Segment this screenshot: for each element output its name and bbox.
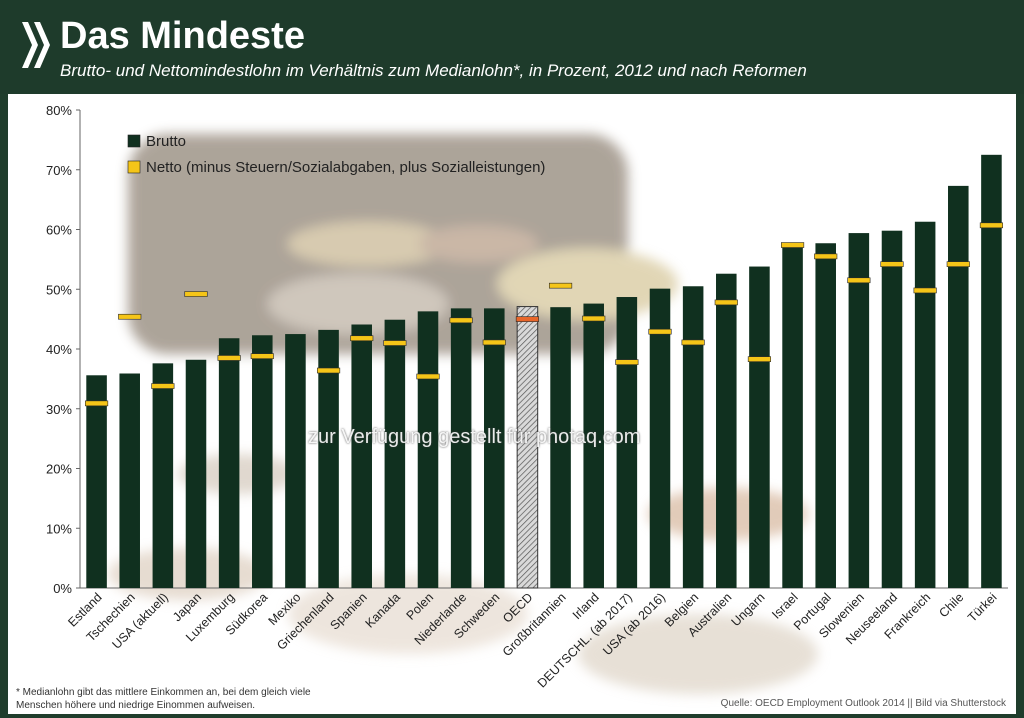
x-tick-label: Türkei [965,590,999,624]
netto-marker [416,373,440,380]
source-note: Quelle: OECD Employment Outlook 2014 || … [720,698,1006,709]
netto-marker [184,291,208,297]
brutto-bar [616,297,638,588]
netto-marker [681,339,705,346]
netto-marker [847,277,871,284]
brutto-bar [550,307,571,588]
y-tick-label: 60% [46,223,72,238]
netto-marker [350,335,374,342]
brutto-bar [86,375,107,588]
x-tick-label: Chile [936,590,966,620]
netto-marker [482,339,506,346]
brutto-bar [583,303,604,588]
legend-swatch-brutto [127,134,141,148]
netto-marker [118,313,142,320]
netto-marker [151,383,175,389]
netto-marker [615,359,639,365]
netto-marker [814,253,838,260]
netto-marker [515,316,540,322]
brutto-bar [152,363,174,588]
footnote: * Medianlohn gibt das mittlere Einkommen… [16,687,311,711]
netto-marker [84,400,109,407]
y-tick-label: 70% [46,163,72,178]
netto-marker [316,367,341,374]
chart-legend: Brutto Netto (minus Steuern/Sozialabgaben… [127,133,545,176]
brutto-bar [185,359,207,588]
brutto-bar [484,308,505,588]
legend-label-brutto: Brutto [146,133,186,150]
chart-panel: 0% 10% 20% 30% 40% 50% 60% 70% 80% Estland Tschec… [8,94,1016,714]
brutto-bar [682,286,704,588]
netto-marker [582,315,606,322]
brutto-bar [914,221,936,589]
x-tick-label: Spanien [327,590,369,632]
minimum-wage-bar-chart: 0%10%20%30%40%50%60%70%80% EstlandTschec… [46,103,1008,691]
brutto-bar [450,308,472,588]
brutto-bar [218,338,240,588]
legend-swatch-netto [127,160,141,174]
brutto-bar [649,288,671,588]
y-tick-label: 80% [46,103,72,118]
netto-marker [217,355,241,361]
brutto-bar [848,233,870,588]
netto-marker [747,356,772,362]
brutto-bar [981,154,1002,588]
netto-marker [714,299,738,306]
chevron-logo-icon [22,22,50,68]
x-tick-label: Ungarn [729,590,768,629]
y-tick-label: 30% [46,402,72,417]
header-bar: Das Mindeste Brutto- und Nettomindestloh… [0,0,1024,94]
brutto-bar [318,329,339,588]
netto-marker [913,287,937,294]
netto-marker [880,261,904,267]
netto-marker [946,261,970,267]
page-title: Das Mindeste [60,15,305,57]
brutto-bar [285,334,306,588]
brutto-bar [815,243,836,588]
netto-marker [648,328,672,335]
y-tick-label: 20% [46,462,72,477]
brutto-bar [948,185,969,588]
x-tick-label: Kanada [363,590,403,630]
brutto-bar [516,306,539,589]
y-tick-label: 10% [46,521,72,536]
watermark-text: zur Verfügung gestellt für photaq.com [308,426,641,448]
brutto-bar [119,373,140,588]
netto-marker [250,353,274,359]
y-tick-label: 50% [46,282,72,297]
brutto-bar [716,273,737,588]
brutto-bar [782,244,803,588]
brutto-bar [881,230,903,588]
netto-marker [979,222,1004,229]
netto-marker [449,317,473,324]
brutto-bar [384,319,406,588]
y-tick-label: 0% [53,581,72,596]
netto-marker [548,282,573,289]
brutto-bar [351,324,372,588]
y-tick-label: 40% [46,342,72,357]
netto-marker [780,242,805,248]
netto-marker [383,340,407,346]
legend-label-netto: Netto (minus Steuern/Sozialabgaben, plus… [146,159,545,176]
page-subtitle: Brutto- und Nettomindestlohn im Verhältn… [60,61,807,80]
brutto-bar [749,266,770,588]
brutto-bar [252,335,273,588]
brutto-bar [417,311,439,588]
